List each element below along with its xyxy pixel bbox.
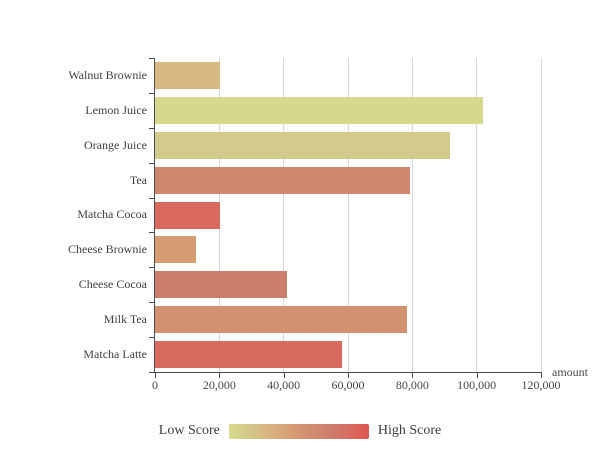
x-tick-label: 120,000 <box>521 378 561 392</box>
y-axis-tick <box>149 267 154 269</box>
category-label-cheese-brownie: Cheese Brownie <box>68 242 147 257</box>
grid-line <box>283 58 285 372</box>
bar-orange-juice[interactable] <box>155 131 451 159</box>
legend-gradient <box>228 423 369 439</box>
y-axis-tick <box>149 162 154 164</box>
x-tick-label: 40,000 <box>267 378 301 392</box>
y-axis-tick <box>149 58 154 59</box>
category-label-cheese-cocoa: Cheese Cocoa <box>78 277 147 292</box>
x-axis-tick <box>412 373 414 378</box>
category-label-lemon-juice: Lemon Juice <box>85 102 147 117</box>
x-tick-label: 20,000 <box>202 378 236 392</box>
grid-line <box>476 58 478 372</box>
y-axis-tick <box>149 232 154 234</box>
y-axis-tick <box>149 337 154 339</box>
x-tick-label: 60,000 <box>331 378 365 392</box>
category-label-matcha-cocoa: Matcha Cocoa <box>77 207 147 222</box>
grid-line <box>540 58 542 372</box>
bar-milk-tea[interactable] <box>155 306 407 334</box>
x-tick-label: 0 <box>152 378 158 392</box>
category-label-orange-juice: Orange Juice <box>84 137 147 152</box>
bar-matcha-latte[interactable] <box>155 341 343 369</box>
x-tick-label: 100,000 <box>457 378 497 392</box>
bar-matcha-cocoa[interactable] <box>155 201 220 229</box>
x-axis-tick <box>348 373 349 378</box>
category-label-tea: Tea <box>129 172 147 187</box>
y-axis-tick <box>149 302 154 304</box>
bar-lemon-juice[interactable] <box>155 96 483 124</box>
category-label-milk-tea: Milk Tea <box>103 312 147 327</box>
y-axis-tick <box>149 127 154 129</box>
y-axis-line <box>154 58 155 373</box>
bar-cheese-brownie[interactable] <box>155 236 197 264</box>
bar-cheese-cocoa[interactable] <box>155 271 287 299</box>
y-axis-tick <box>149 92 154 94</box>
x-axis-line <box>154 372 542 373</box>
x-tick-label: 80,000 <box>395 378 429 392</box>
x-axis-title: amount <box>552 365 588 379</box>
grid-line <box>411 58 413 372</box>
x-axis-tick <box>283 373 285 378</box>
y-axis-tick <box>149 197 154 199</box>
bar-walnut-brownie[interactable] <box>155 61 220 89</box>
visualmap-legend: Low Score High Score <box>0 423 600 439</box>
category-label-walnut-brownie: Walnut Brownie <box>68 67 147 82</box>
x-axis-tick <box>476 373 478 378</box>
grid-line <box>347 58 349 372</box>
y-axis-tick <box>149 372 154 373</box>
category-label-matcha-latte: Matcha Latte <box>83 347 147 362</box>
legend-high-label: High Score <box>377 423 442 438</box>
x-axis-tick <box>541 373 542 378</box>
bar-tea[interactable] <box>155 166 410 194</box>
x-axis-tick <box>155 373 156 378</box>
legend-low-label: Low Score <box>158 423 220 438</box>
x-axis-tick <box>219 373 221 378</box>
